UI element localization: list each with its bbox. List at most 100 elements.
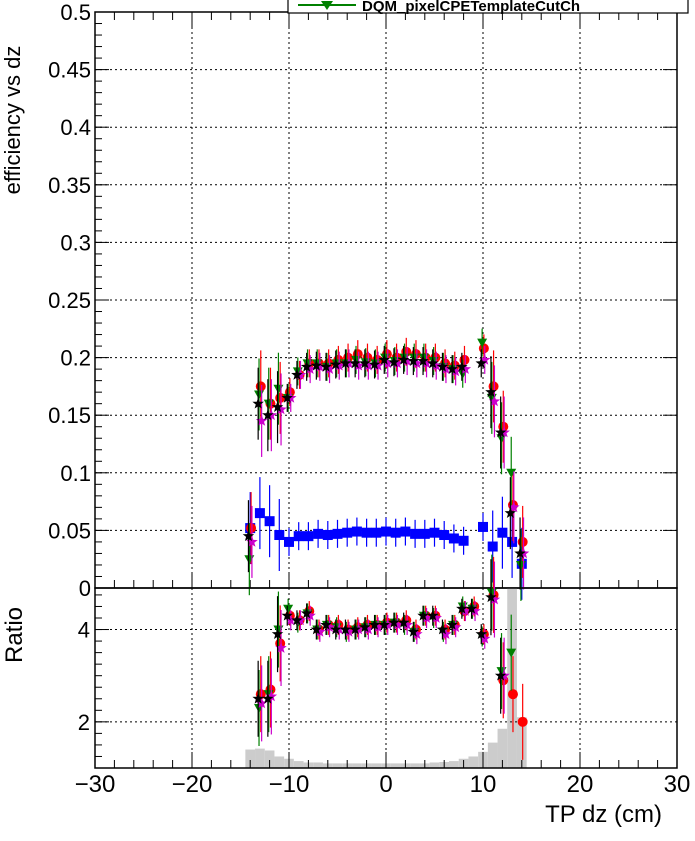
histogram-bar <box>429 762 440 768</box>
data-point <box>449 365 462 377</box>
data-point <box>362 359 375 371</box>
data-point <box>242 530 255 541</box>
data-point <box>411 357 423 369</box>
data-point <box>351 526 362 537</box>
data-point <box>507 536 518 547</box>
data-point <box>342 527 353 538</box>
ratio-point <box>465 602 478 614</box>
ratio-point <box>427 609 439 621</box>
ratio-point <box>507 689 518 700</box>
data-point <box>304 363 316 374</box>
data-point <box>390 527 401 538</box>
histogram-bar <box>255 748 265 768</box>
ratio-point <box>343 625 355 637</box>
x-tick-label: −20 <box>172 771 213 798</box>
histogram-bar <box>371 763 382 768</box>
ratio-point <box>459 605 472 616</box>
histogram-bar <box>274 756 285 768</box>
histogram-bar <box>468 756 479 768</box>
ratio-point <box>359 621 371 633</box>
data-point <box>407 355 420 366</box>
data-point <box>456 360 468 372</box>
data-point <box>400 526 411 537</box>
data-point <box>275 403 287 415</box>
data-point <box>303 531 314 542</box>
data-point <box>255 415 268 426</box>
ratio-y-axis-title: Ratio <box>1 607 28 663</box>
data-point <box>446 363 458 374</box>
ratio-point <box>255 697 268 709</box>
ratio-point <box>401 618 413 630</box>
data-point <box>382 357 394 369</box>
histogram-bar <box>497 728 508 768</box>
ratio-point <box>494 669 507 681</box>
data-point <box>313 528 324 539</box>
legend: DQM_pixelCPETemplateCutCh <box>287 0 689 15</box>
histogram-bar <box>410 763 420 768</box>
data-point <box>254 508 265 519</box>
data-point <box>372 359 384 371</box>
top-panel-marks <box>242 328 530 601</box>
data-point <box>440 363 452 374</box>
x-tick-label: 30 <box>664 771 691 798</box>
data-point <box>410 528 421 539</box>
data-point <box>322 530 333 541</box>
ratio-point <box>281 609 293 621</box>
ratio-point <box>252 692 264 704</box>
x-tick-label: −30 <box>75 771 116 798</box>
ratio-point <box>417 609 429 621</box>
histogram-bar <box>516 717 527 768</box>
data-point <box>246 523 257 534</box>
top-y-tick-label: 0.45 <box>48 58 91 83</box>
data-point <box>514 547 526 559</box>
ratio-point <box>397 616 410 628</box>
top-y-tick-label: 0.2 <box>60 346 91 371</box>
ratio-point <box>475 628 487 639</box>
ratio-point <box>479 632 491 644</box>
data-point <box>401 355 413 366</box>
top-y-tick-label: 0.1 <box>60 461 91 486</box>
data-point <box>381 526 391 537</box>
ratio-panel-marks <box>252 554 528 760</box>
ratio-point <box>407 625 420 637</box>
data-point <box>506 468 517 478</box>
ratio-point <box>506 648 517 658</box>
data-point <box>262 409 274 421</box>
data-point <box>264 516 275 527</box>
histogram-bar <box>332 763 343 768</box>
ratio-point <box>469 605 481 616</box>
ratio-point <box>349 623 361 635</box>
histogram-bar <box>245 749 256 768</box>
data-point <box>310 359 323 371</box>
ratio-point <box>339 623 352 635</box>
ratio-panel-ticks: 2 4 −30 −20 −10 0 10 20 30 <box>75 594 691 798</box>
x-axis-title: TP dz (cm) <box>545 801 662 828</box>
ratio-point <box>378 618 390 630</box>
top-y-tick-label: 0 <box>79 576 91 601</box>
top-y-tick-label: 0.4 <box>60 115 91 140</box>
data-point <box>252 397 264 409</box>
data-point <box>281 391 293 403</box>
histogram-bar <box>264 750 275 768</box>
data-point <box>479 353 491 365</box>
ratio-point <box>372 621 384 633</box>
data-point <box>494 426 507 438</box>
data-point <box>293 531 304 542</box>
data-point <box>475 357 487 369</box>
ratio-point <box>485 591 497 603</box>
data-point <box>246 535 258 547</box>
data-point <box>439 530 450 541</box>
legend-entry: DQM_pixelCPETemplateCutCh <box>362 0 580 15</box>
top-panel-grid <box>95 12 677 588</box>
histogram-bar <box>449 761 459 768</box>
data-point <box>368 358 381 370</box>
data-point <box>361 527 372 538</box>
ratio-point <box>283 604 294 614</box>
top-y-tick-label: 0.5 <box>60 0 91 25</box>
data-point <box>323 363 336 374</box>
ratio-point <box>449 621 462 633</box>
ratio-y-tick-label: 2 <box>78 710 90 735</box>
data-point <box>487 541 498 552</box>
